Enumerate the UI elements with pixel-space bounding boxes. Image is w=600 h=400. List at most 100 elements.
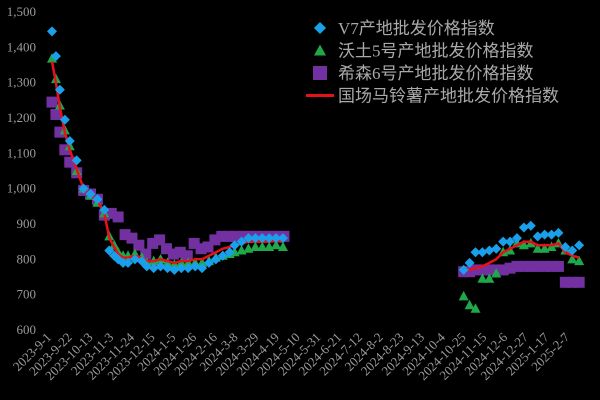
v7-data-point (59, 114, 70, 125)
xisen6-data-point (46, 96, 58, 108)
xisen6-data-point (518, 260, 530, 272)
v7-data-point (155, 261, 166, 272)
v7-data-point (92, 194, 103, 205)
v7-data-point (176, 263, 187, 274)
v7-data-point (518, 222, 529, 233)
wotu5-data-point (464, 299, 475, 310)
xisen6-data-point (566, 276, 578, 288)
xisen6-data-point (230, 230, 242, 242)
v7-data-point (78, 183, 89, 194)
v7-data-point (210, 254, 221, 265)
national-index-line (463, 240, 580, 272)
v7-data-point (539, 229, 550, 240)
wotu5-data-point (567, 253, 578, 264)
v7-data-point (250, 233, 261, 244)
v7-data-point (47, 26, 57, 37)
wotu5-data-point (470, 303, 481, 313)
xisen6-data-point (202, 241, 214, 253)
v7-data-point (162, 263, 173, 274)
wotu5-data-point (257, 241, 268, 251)
v7-data-point (64, 135, 75, 146)
v7-data-point (498, 236, 509, 247)
v7-data-point (123, 257, 134, 268)
xisen6-data-point (209, 234, 221, 246)
wotu5-data-point (477, 273, 488, 283)
wotu5-data-point (532, 243, 543, 253)
v7-data-point (203, 257, 214, 268)
v7-data-point (532, 231, 543, 242)
v7-data-point (477, 247, 488, 258)
v7-data-point (470, 247, 481, 258)
xisen6-data-point (546, 260, 558, 272)
legend: V7产地批发价格指数沃土5号产地批发价格指数希森6号产地批发价格指数国场马铃薯产… (306, 19, 559, 106)
v7-data-point (104, 245, 115, 256)
legend-label: 国场马铃薯产地批发价格指数 (338, 87, 559, 106)
v7-data-point (99, 204, 110, 215)
wotu5-data-point (574, 255, 585, 266)
y-tick-label: 900 (17, 216, 37, 231)
y-tick-label: 1,300 (7, 75, 36, 90)
v7-data-point (243, 233, 254, 244)
xisen6-data-point (161, 243, 173, 255)
v7-data-point (148, 263, 159, 274)
xisen6-data-point (525, 260, 537, 272)
v7-data-point (236, 236, 247, 247)
y-tick-label: 600 (17, 322, 37, 337)
v7-data-point (141, 261, 152, 272)
xisen6-data-point (476, 264, 488, 276)
xisen6-data-point (188, 237, 200, 249)
v7-data-point (271, 233, 282, 244)
xisen6-data-point (154, 234, 166, 246)
y-tick-label: 1,400 (7, 39, 36, 54)
plot-area (46, 26, 585, 313)
wotu5-data-point (271, 239, 282, 250)
wotu5-data-point (250, 241, 261, 251)
v7-data-point (560, 241, 571, 252)
wotu5-data-point (458, 290, 469, 301)
xisen6-data-point (181, 250, 193, 262)
xisen6-data-point (504, 262, 516, 274)
legend-label: 希森6号产地批发价格指数 (338, 64, 534, 83)
xisen6-data-point (126, 232, 138, 244)
v7-data-point (229, 240, 240, 251)
xisen6-data-point (532, 260, 544, 272)
v7-data-point (278, 233, 289, 244)
v7-data-point (505, 236, 516, 247)
xisen6-data-point (216, 230, 228, 242)
xisen6-data-point (54, 126, 66, 138)
xisen6-data-point (64, 156, 76, 168)
xisen6-data-point (147, 237, 159, 249)
y-tick-label: 800 (17, 251, 37, 266)
y-tick-label: 1,100 (7, 145, 36, 160)
xisen6-data-point (539, 260, 551, 272)
legend-swatch-triangle (314, 44, 326, 56)
v7-data-point (257, 233, 268, 244)
xisen6-data-point (464, 266, 476, 278)
xisen6-data-point (573, 276, 585, 288)
xisen6-data-point (470, 264, 482, 276)
v7-data-point (264, 233, 275, 244)
y-tick-label: 700 (17, 287, 37, 302)
wotu5-data-point (484, 273, 495, 283)
y-tick-label: 1,000 (7, 181, 36, 196)
xisen6-data-point (497, 264, 509, 276)
wotu5-data-point (278, 241, 289, 251)
y-axis: 600 700 800 900 1,000 1,100 1,200 1,300 1,400 1,5… (7, 4, 36, 337)
v7-data-point (85, 188, 96, 199)
v7-data-point (54, 84, 65, 95)
legend-label: 沃土5号产地批发价格指数 (338, 42, 534, 61)
xisen6-data-point (174, 246, 186, 258)
legend-swatch-diamond (314, 22, 326, 34)
xisen6-data-point (195, 243, 207, 255)
v7-data-point (525, 220, 536, 231)
xisen6-data-point (552, 260, 564, 272)
v7-data-point (50, 51, 61, 62)
wotu5-data-point (47, 53, 57, 63)
xisen6-data-point (119, 229, 131, 241)
y-tick-label: 1,500 (7, 4, 36, 19)
v7-data-point (129, 254, 140, 265)
xisen6-data-point (140, 248, 152, 260)
xisen6-data-point (50, 108, 62, 120)
v7-data-point (217, 250, 228, 261)
